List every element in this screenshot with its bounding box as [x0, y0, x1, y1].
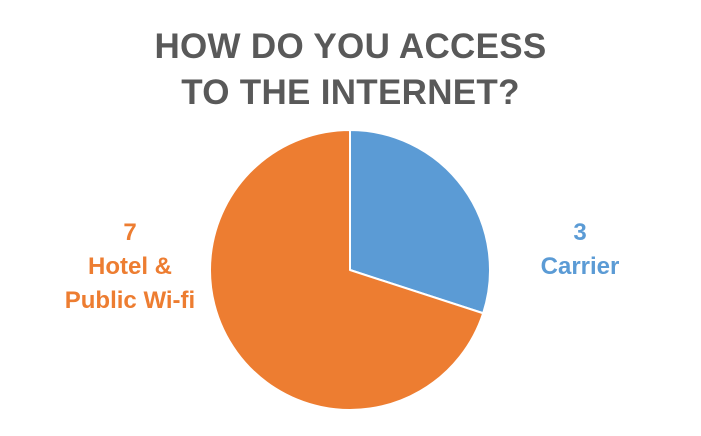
chart-title-line-2: TO THE INTERNET? — [181, 73, 520, 112]
pie-slice-carrier — [349, 129, 491, 315]
slice-name-line-2-public-wifi: Public Wi-fi — [64, 287, 196, 314]
slice-label-carrier: 3 Carrier — [520, 216, 640, 284]
slice-name-line-1-hotel: Hotel & — [88, 253, 172, 280]
pie-slice-hotel-public-wi-fi — [209, 129, 485, 411]
chart-title-line-1: HOW DO YOU ACCESS — [154, 27, 547, 66]
chart-title: HOW DO YOU ACCESS TO THE INTERNET? — [0, 24, 701, 116]
slice-value-carrier: 3 — [573, 219, 587, 246]
slice-name-carrier: Carrier — [540, 253, 620, 280]
pie-slices — [209, 129, 491, 411]
slice-label-hotel-public-wifi: 7 Hotel & Public Wi-fi — [50, 216, 210, 318]
slice-value-hotel-public-wifi: 7 — [123, 219, 137, 246]
